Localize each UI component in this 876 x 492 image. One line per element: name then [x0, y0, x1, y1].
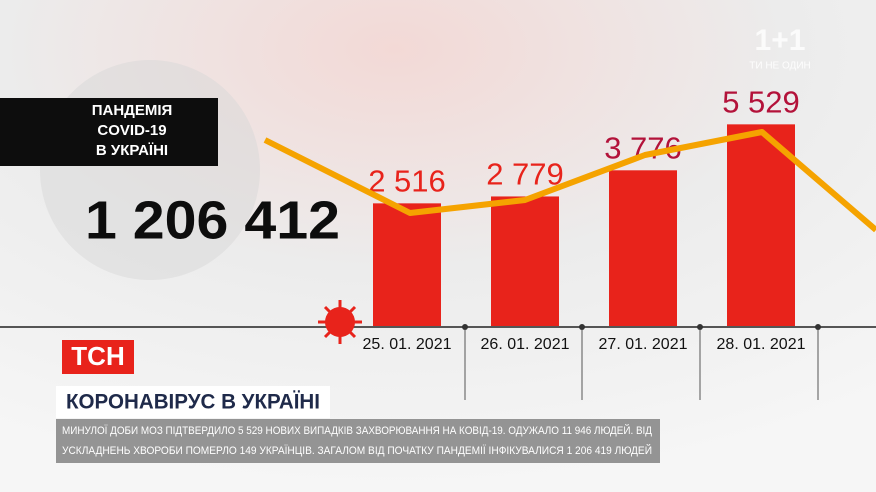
headline-box	[56, 386, 330, 418]
ticker-line: УСКЛАДНЕНЬ ХВОРОБИ ПОМЕРЛО 149 УКРАЇНЦІВ…	[62, 444, 652, 457]
value-label: 2 516	[368, 164, 446, 199]
total-number: 1 206 412	[85, 190, 340, 250]
virus-icon	[318, 300, 362, 344]
bar	[373, 203, 441, 327]
value-label: 2 779	[486, 157, 564, 192]
x-tick-label: 26. 01. 2021	[481, 336, 570, 353]
value-label: 5 529	[722, 85, 800, 120]
show-logo: ТСН	[71, 341, 124, 371]
heading-line: ПАНДЕМІЯ	[92, 102, 173, 119]
trend-line	[263, 129, 876, 233]
ticker-line: МИНУЛОЇ ДОБИ МОЗ ПІДТВЕРДИЛО 5 529 НОВИХ…	[62, 424, 652, 437]
channel-slogan: ТИ НЕ ОДИН	[749, 61, 810, 72]
ticker-box	[56, 419, 660, 463]
channel-logo: 1+1	[755, 24, 806, 57]
x-tick-label: 28. 01. 2021	[717, 336, 806, 353]
x-tick-label: 27. 01. 2021	[599, 336, 688, 353]
headline: КОРОНАВІРУС В УКРАЇНІ	[66, 391, 320, 414]
bar	[609, 170, 677, 327]
logo-box	[62, 340, 134, 374]
heading-line: В УКРАЇНІ	[96, 142, 168, 159]
heading-line: COVID-19	[97, 122, 166, 139]
bar	[491, 196, 559, 327]
axis-drops	[464, 330, 819, 400]
bar	[727, 124, 795, 327]
axis-dots	[462, 324, 821, 330]
heading-box	[0, 98, 218, 166]
x-tick-label: 25. 01. 2021	[363, 336, 452, 353]
